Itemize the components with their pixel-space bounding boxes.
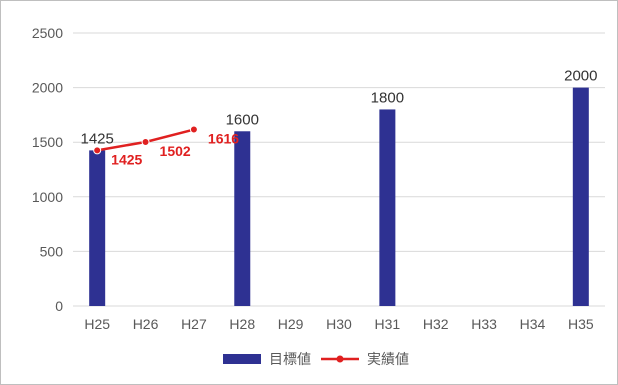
bar [379, 109, 396, 306]
x-tick-label: H32 [423, 316, 449, 332]
line-data-labels: 1425 1502 1616 [111, 131, 239, 168]
x-tick-label: H29 [278, 316, 304, 332]
y-tick-label: 500 [40, 243, 64, 259]
x-tick-label: H35 [568, 316, 594, 332]
bar-data-label: 2000 [564, 68, 597, 85]
legend: 目標値 実績値 [223, 352, 409, 368]
line-point [189, 125, 198, 134]
y-tick-label: 2500 [32, 25, 63, 41]
line-data-label: 1616 [208, 131, 239, 147]
legend-label: 実績値 [367, 352, 409, 368]
x-tick-label: H30 [326, 316, 352, 332]
bar-data-labels: 1425 1600 1800 2000 [80, 68, 597, 148]
x-axis: H25 H26 H27 H28 H29 H30 H31 H32 H33 H34 H35 [84, 316, 594, 332]
bar-data-label: 1800 [371, 89, 404, 106]
y-axis: 0 500 1000 1500 2000 2500 [32, 25, 63, 314]
bar-data-label: 1600 [226, 111, 259, 128]
x-tick-label: H26 [133, 316, 159, 332]
y-tick-label: 0 [55, 298, 63, 314]
x-tick-label: H33 [471, 316, 497, 332]
bar-data-label: 1425 [80, 130, 113, 147]
y-tick-label: 2000 [32, 80, 63, 96]
bar [234, 131, 251, 306]
x-tick-label: H27 [181, 316, 207, 332]
x-tick-label: H31 [375, 316, 401, 332]
bar [89, 150, 106, 306]
legend-marker [336, 355, 344, 363]
bar [572, 87, 589, 306]
legend-swatch-bar [223, 354, 261, 364]
line-point [93, 146, 102, 155]
line-data-label: 1502 [160, 143, 191, 159]
line-point [141, 137, 150, 146]
x-tick-label: H34 [520, 316, 546, 332]
line-series [93, 125, 198, 155]
gridlines [73, 32, 605, 307]
y-tick-label: 1500 [32, 134, 63, 150]
legend-label: 目標値 [269, 352, 311, 368]
line-data-label: 1425 [111, 151, 142, 167]
y-tick-label: 1000 [32, 189, 63, 205]
x-tick-label: H28 [229, 316, 255, 332]
x-tick-label: H25 [84, 316, 110, 332]
bar-series [89, 87, 589, 306]
